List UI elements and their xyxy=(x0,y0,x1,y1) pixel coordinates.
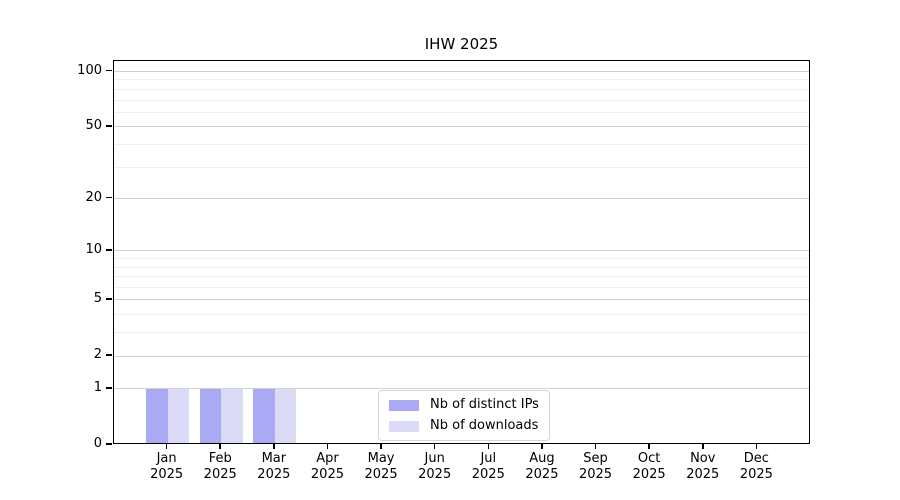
x-axis-tick xyxy=(702,444,704,449)
x-axis-tick xyxy=(273,444,275,449)
x-axis-tick xyxy=(594,444,597,449)
year-label: 2025 xyxy=(686,467,720,482)
x-axis-tick xyxy=(326,444,329,449)
bar-distinct-ips xyxy=(253,388,275,444)
minor-gridline xyxy=(114,287,809,289)
minor-gridline xyxy=(114,111,809,113)
y-axis-tick xyxy=(106,196,112,199)
y-axis-tick xyxy=(106,125,112,127)
bar-distinct-ips xyxy=(199,388,222,444)
y-axis-tick xyxy=(106,354,112,356)
y-axis-tick xyxy=(106,69,112,72)
year-label: 2025 xyxy=(203,467,237,482)
month-label: Sep xyxy=(583,451,608,466)
x-axis-tick xyxy=(433,444,436,449)
month-label: Jan xyxy=(156,451,177,466)
month-label: Dec xyxy=(743,451,769,466)
minor-gridline xyxy=(114,99,809,101)
month-label: Jun xyxy=(424,451,445,466)
major-gridline xyxy=(114,198,809,200)
minor-gridline xyxy=(114,88,809,90)
month-label: Mar xyxy=(261,451,287,466)
month-label: Apr xyxy=(316,451,339,466)
major-gridline xyxy=(114,388,809,390)
bar-downloads xyxy=(167,388,190,444)
y-axis-tick-label: 2 xyxy=(93,347,102,363)
y-axis-tick xyxy=(106,443,112,445)
x-axis-tick-label: Mar 2025 xyxy=(242,451,306,483)
chart-title: IHW 2025 xyxy=(424,35,499,53)
major-gridline xyxy=(114,126,809,128)
y-axis-tick-label: 5 xyxy=(93,290,102,306)
x-axis-tick-label: Jan 2025 xyxy=(135,451,199,483)
year-label: 2025 xyxy=(632,467,666,482)
month-label: Oct xyxy=(637,451,661,466)
y-axis-tick-label: 1 xyxy=(93,379,102,395)
legend-swatch-downloads xyxy=(389,420,419,432)
y-axis-tick-label: 50 xyxy=(85,117,102,133)
x-axis-tick-label: Feb 2025 xyxy=(188,451,252,483)
y-axis-tick xyxy=(106,387,112,389)
bar-downloads xyxy=(274,388,297,444)
minor-gridline xyxy=(114,332,809,334)
y-axis-tick xyxy=(106,298,112,300)
major-gridline xyxy=(114,250,809,252)
x-axis-tick-label: Sep 2025 xyxy=(564,451,628,483)
major-gridline xyxy=(114,355,809,357)
year-label: 2025 xyxy=(578,467,613,482)
year-label: 2025 xyxy=(310,467,344,482)
year-label: 2025 xyxy=(471,467,505,482)
bar-downloads xyxy=(221,388,243,444)
major-gridline xyxy=(114,71,809,72)
y-axis-tick-label: 0 xyxy=(93,436,102,451)
y-axis-tick-label: 100 xyxy=(77,62,102,78)
minor-gridline xyxy=(114,79,809,81)
x-axis-tick-label: May 2025 xyxy=(349,451,413,483)
year-label: 2025 xyxy=(418,467,452,482)
x-axis-tick-label: Nov 2025 xyxy=(671,451,735,483)
x-axis-tick xyxy=(541,444,543,449)
y-axis-tick xyxy=(106,249,112,251)
month-label: Jul xyxy=(480,451,497,466)
year-label: 2025 xyxy=(525,467,559,482)
legend-label-downloads: Nb of downloads xyxy=(430,418,539,433)
month-label: Feb xyxy=(208,451,232,466)
month-label: Aug xyxy=(529,451,555,466)
x-axis-tick-label: Jun 2025 xyxy=(403,451,467,483)
x-axis-tick xyxy=(380,444,382,449)
legend: Nb of distinct IPs Nb of downloads xyxy=(378,390,550,441)
x-axis-tick-label: Jul 2025 xyxy=(456,451,520,483)
x-axis-tick xyxy=(648,444,650,449)
year-label: 2025 xyxy=(257,467,291,482)
x-axis-tick-label: Oct 2025 xyxy=(617,451,681,483)
legend-item-distinct-ips: Nb of distinct IPs xyxy=(389,397,539,413)
month-label: May xyxy=(367,451,395,466)
x-axis-tick xyxy=(755,444,758,449)
minor-gridline xyxy=(114,143,809,145)
minor-gridline xyxy=(114,276,809,278)
x-axis-tick-label: Dec 2025 xyxy=(724,451,788,483)
y-axis-tick-label: 20 xyxy=(85,189,102,205)
year-label: 2025 xyxy=(364,467,398,482)
legend-item-downloads: Nb of downloads xyxy=(389,418,539,434)
bar-distinct-ips xyxy=(146,388,168,444)
x-axis-tick-label: Aug 2025 xyxy=(510,451,574,483)
year-label: 2025 xyxy=(150,467,184,482)
x-axis-tick xyxy=(219,444,221,449)
minor-gridline xyxy=(114,314,809,316)
minor-gridline xyxy=(114,166,809,168)
legend-swatch-distinct-ips xyxy=(389,399,419,411)
minor-gridline xyxy=(114,258,809,260)
legend-label-distinct-ips: Nb of distinct IPs xyxy=(430,397,539,412)
year-label: 2025 xyxy=(739,467,773,482)
x-axis-tick-label: Apr 2025 xyxy=(295,451,359,483)
month-label: Nov xyxy=(690,451,716,466)
x-axis-tick xyxy=(487,444,490,449)
plot-area xyxy=(113,60,810,444)
x-axis-tick xyxy=(165,444,168,449)
y-axis-tick-label: 10 xyxy=(85,241,102,257)
minor-gridline xyxy=(114,266,809,268)
major-gridline xyxy=(114,299,809,301)
